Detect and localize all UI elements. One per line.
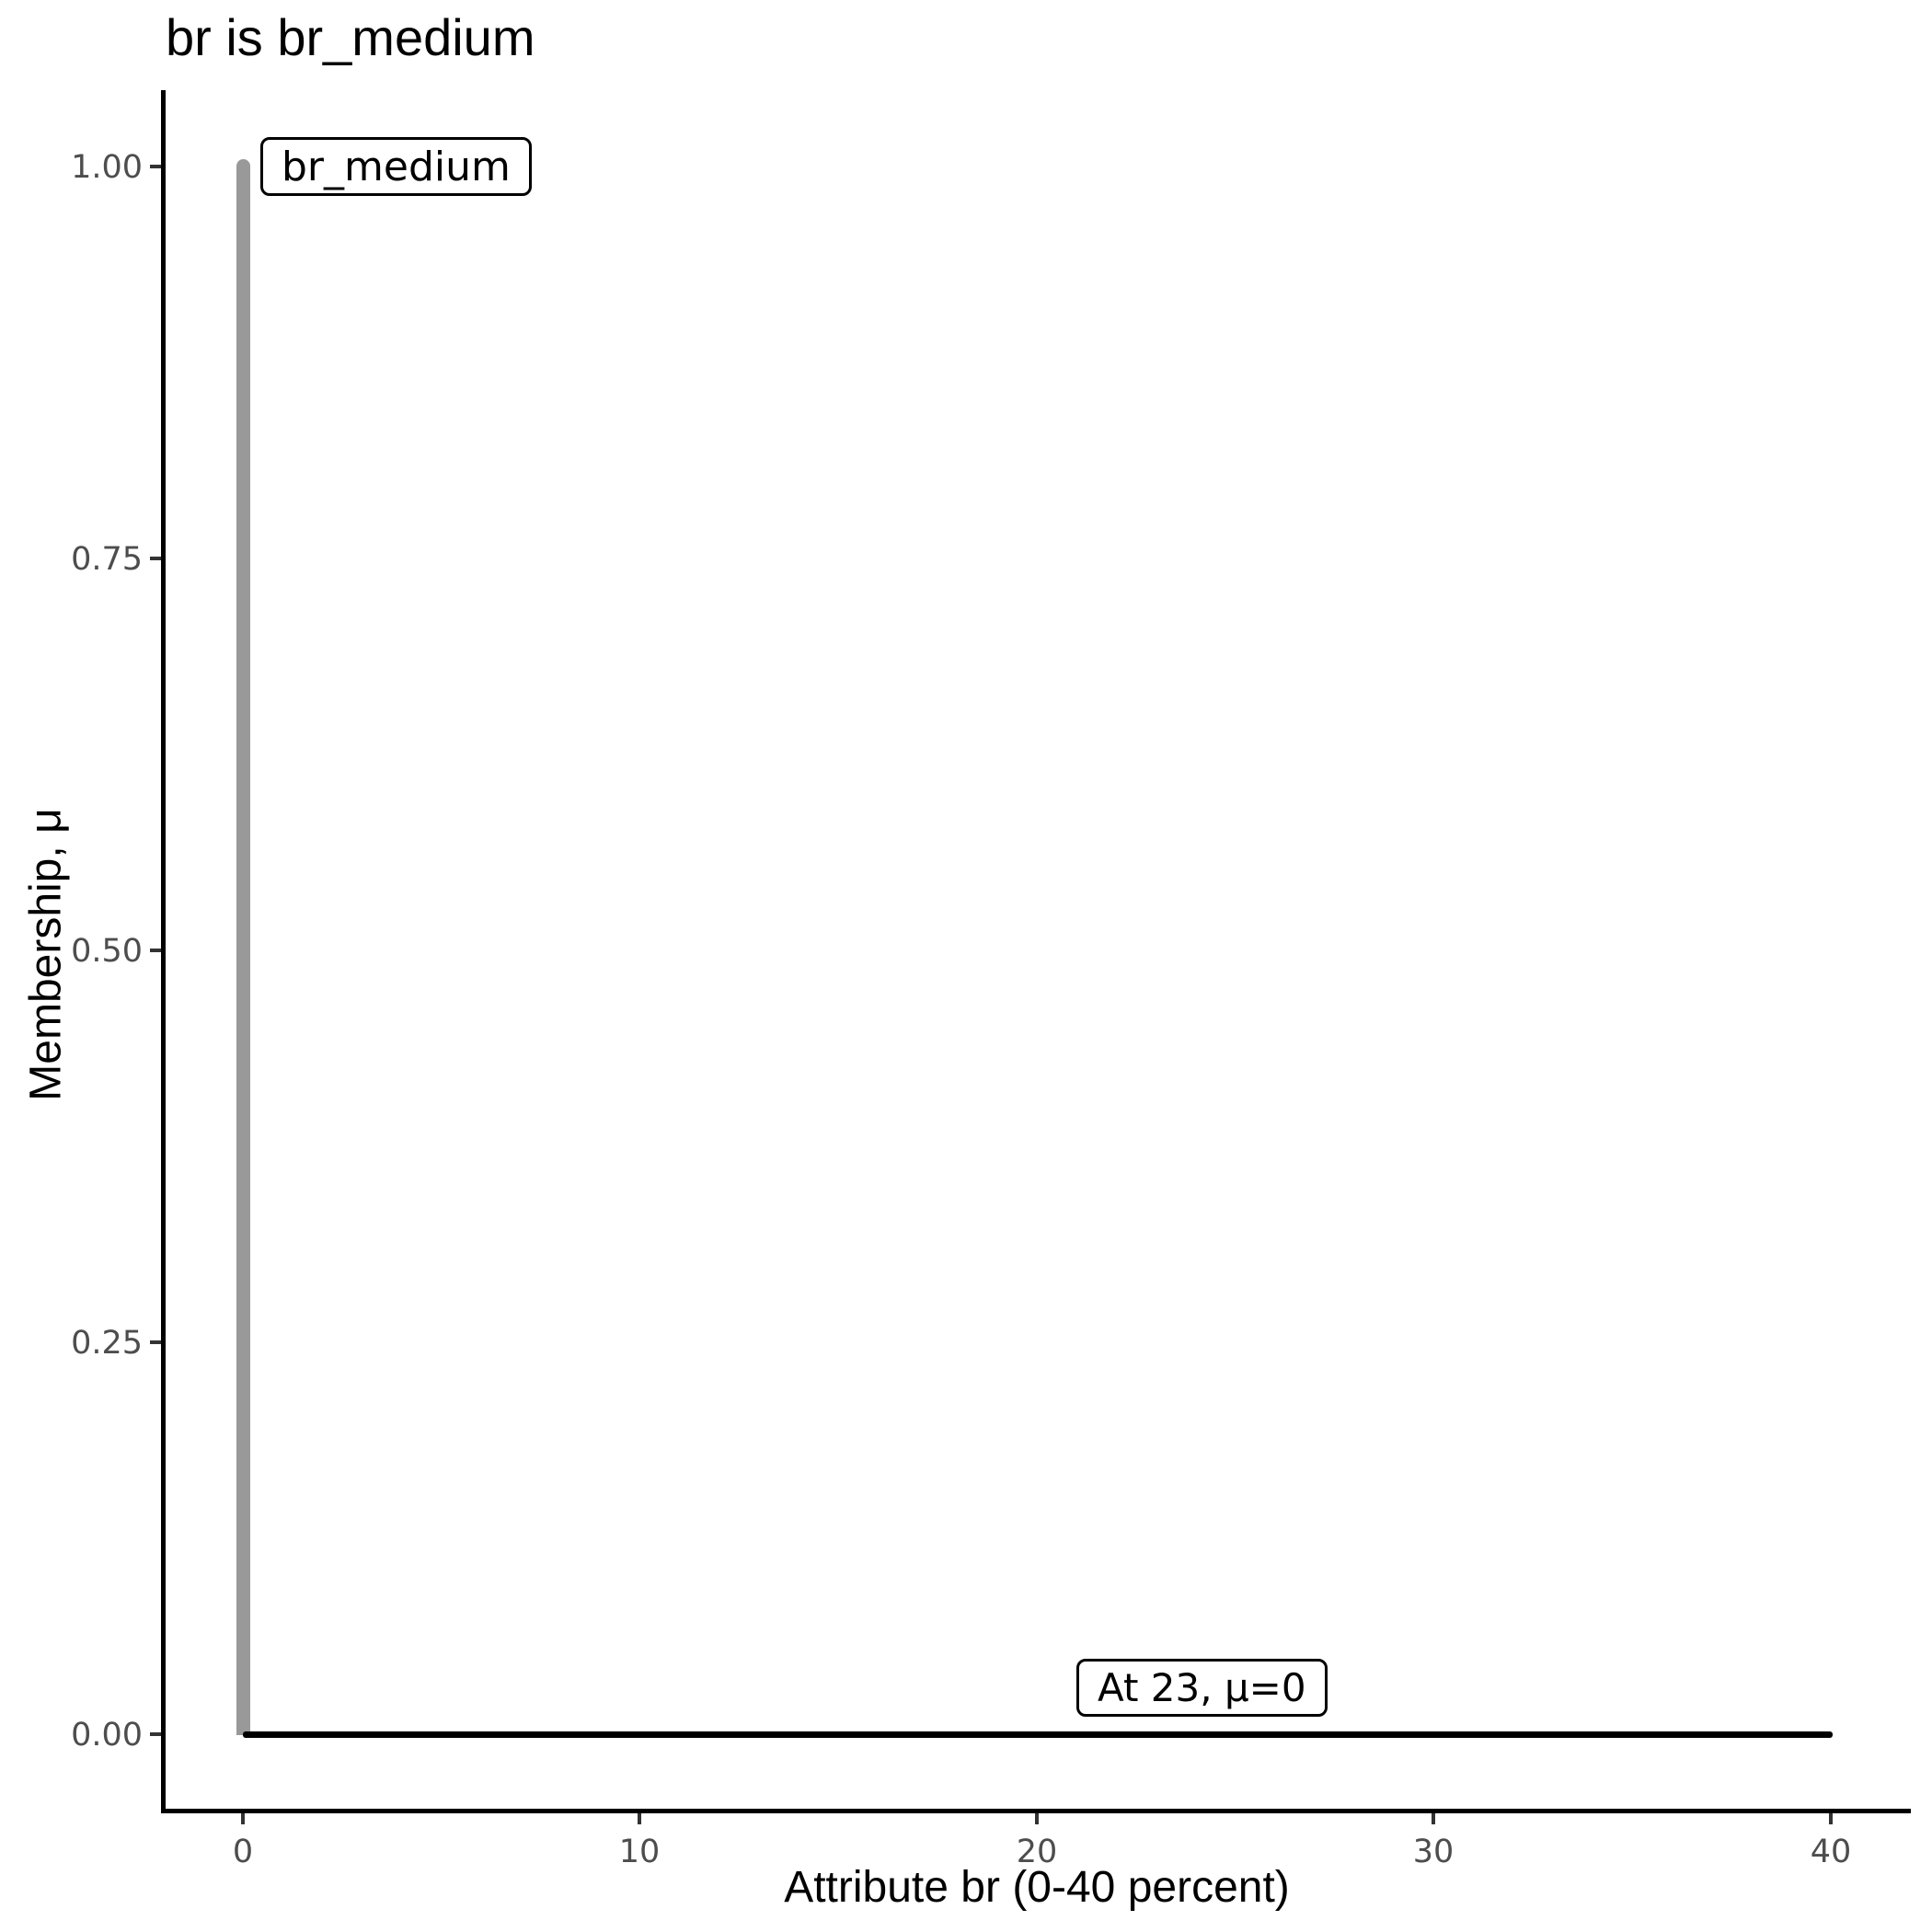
y-tick-label: 0.50 bbox=[71, 933, 143, 970]
x-tick-mark bbox=[1035, 1813, 1039, 1824]
x-tick-label: 20 bbox=[1016, 1834, 1058, 1870]
y-tick-label: 1.00 bbox=[71, 149, 143, 186]
x-tick-label: 10 bbox=[618, 1834, 661, 1870]
set-label-box: br_medium bbox=[260, 137, 532, 196]
y-axis-line bbox=[161, 90, 166, 1812]
x-tick-mark bbox=[1432, 1813, 1435, 1824]
x-tick-mark bbox=[241, 1813, 245, 1824]
x-tick-label: 40 bbox=[1810, 1834, 1852, 1870]
y-tick-mark bbox=[150, 165, 161, 168]
y-tick-mark bbox=[150, 949, 161, 952]
y-tick-label: 0.00 bbox=[71, 1717, 143, 1754]
x-tick-mark bbox=[1829, 1813, 1833, 1824]
set-label-text: br_medium bbox=[282, 143, 511, 190]
plot-title: br is br_medium bbox=[166, 8, 535, 66]
x-tick-label: 0 bbox=[232, 1834, 254, 1870]
x-tick-mark bbox=[638, 1813, 641, 1824]
x-axis-title: Attribute br (0-40 percent) bbox=[784, 1863, 1290, 1912]
membership-function-spike-line bbox=[236, 159, 250, 1735]
y-tick-mark bbox=[150, 557, 161, 560]
x-axis-line bbox=[161, 1809, 1911, 1813]
value-annotation-box: At 23, μ=0 bbox=[1076, 1659, 1328, 1717]
zero-membership-line bbox=[243, 1731, 1833, 1738]
y-axis-title: Membership, μ bbox=[21, 808, 71, 1101]
value-annotation-text: At 23, μ=0 bbox=[1098, 1665, 1306, 1710]
y-tick-mark bbox=[150, 1340, 161, 1344]
y-tick-mark bbox=[150, 1732, 161, 1736]
y-tick-label: 0.25 bbox=[71, 1325, 143, 1362]
x-tick-label: 30 bbox=[1412, 1834, 1455, 1870]
y-tick-label: 0.75 bbox=[71, 541, 143, 578]
